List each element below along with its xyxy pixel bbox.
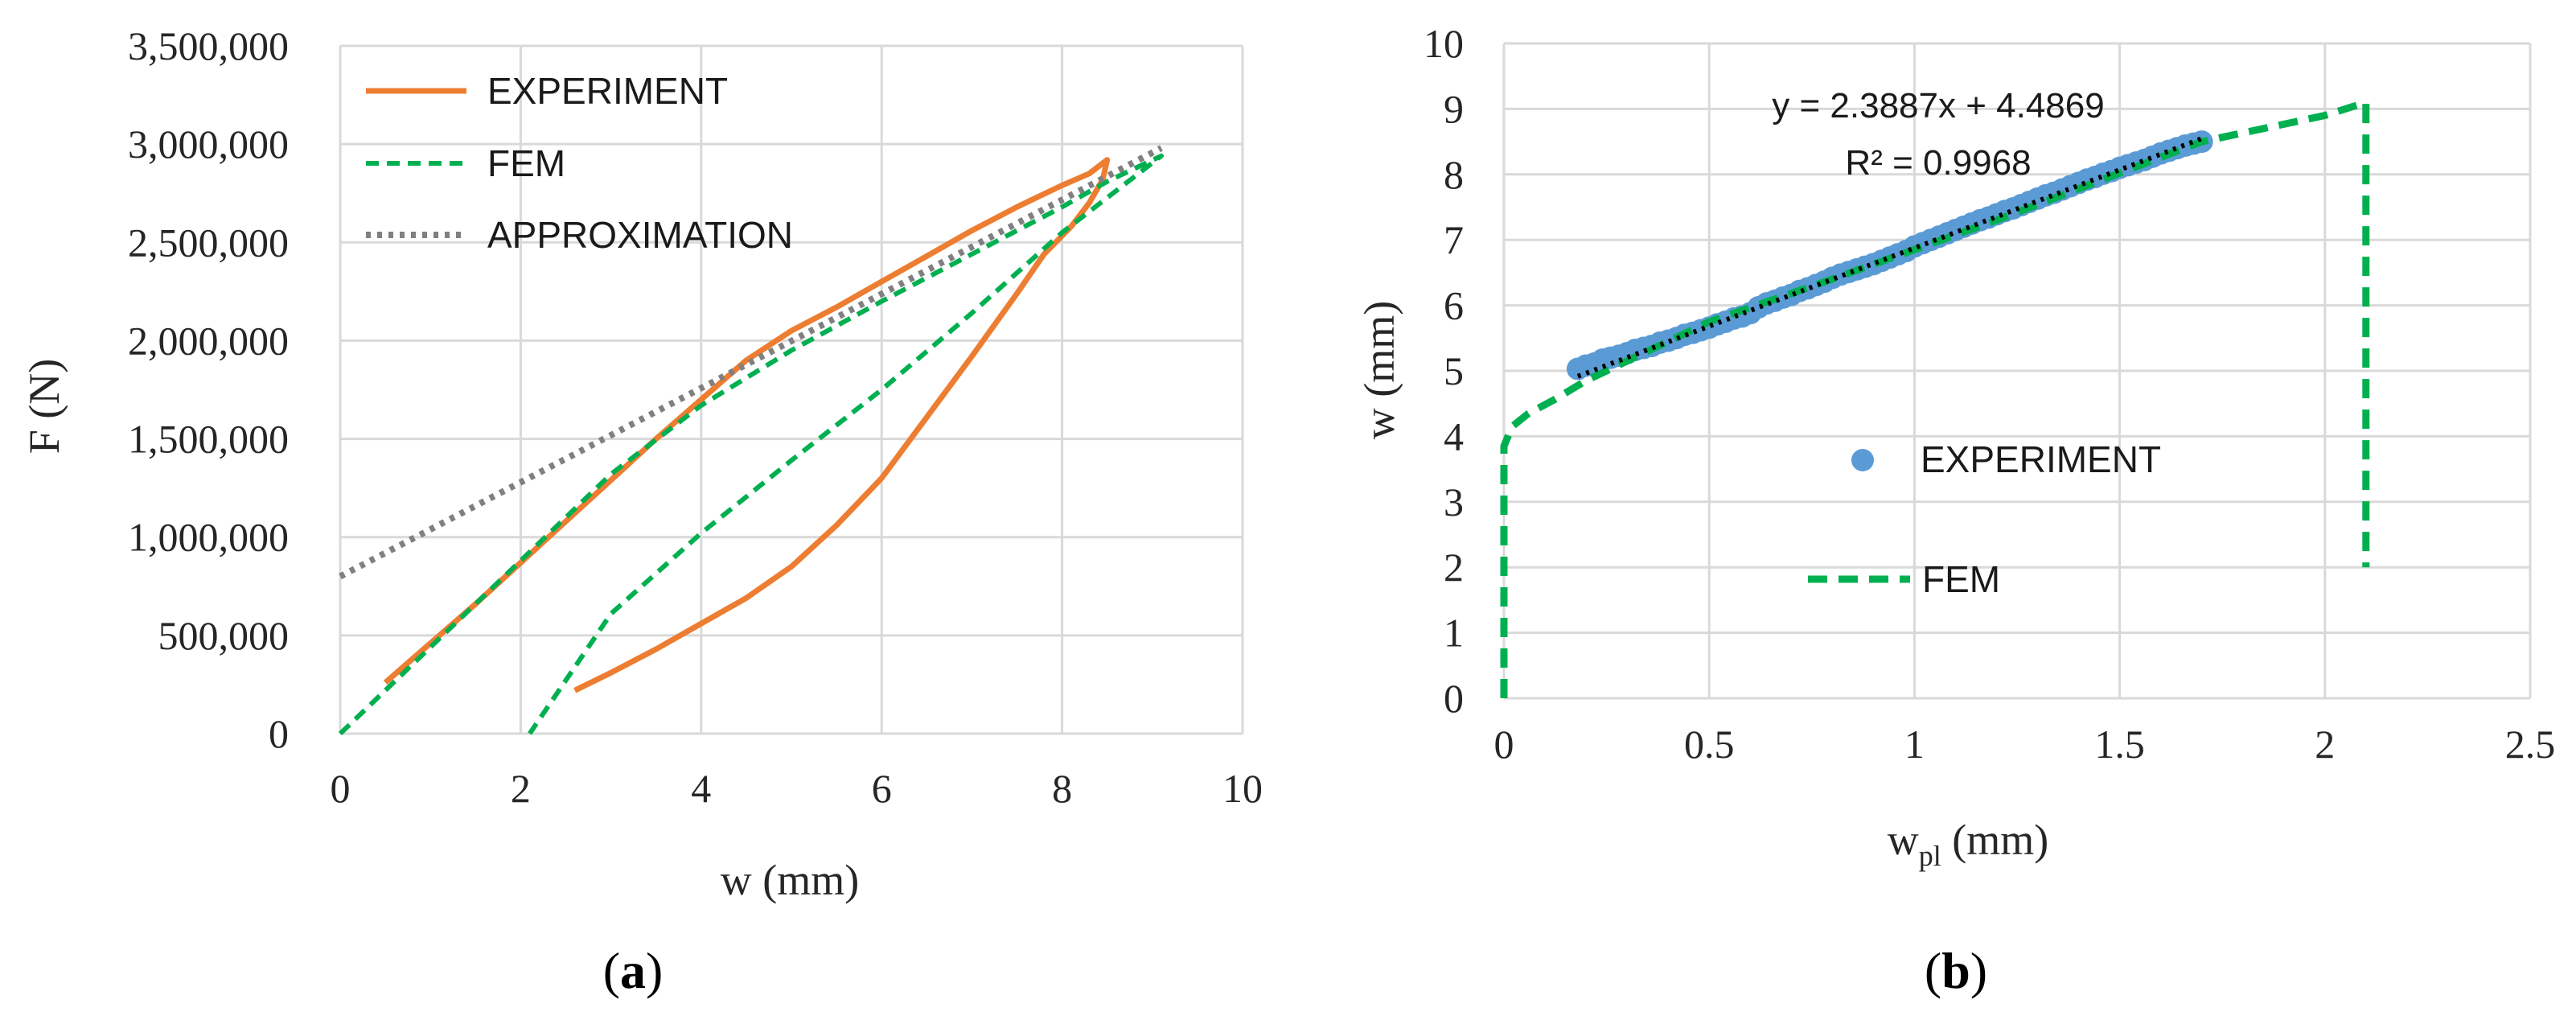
chart-b-y-tick-label: 7 — [1444, 217, 1464, 262]
chart-b-y-tick-label: 2 — [1444, 545, 1464, 590]
chart-b-grid — [1502, 42, 2532, 700]
chart-b-y-axis-label: w (mm) — [1355, 301, 1403, 439]
chart-a-x-tick-label: 6 — [872, 766, 892, 811]
chart-a-line-experiment — [383, 157, 1111, 693]
chart-b-x-tick-label: 0.5 — [1684, 722, 1735, 767]
chart-b: 0 1 2 3 4 5 6 7 8 9 10 0 0.5 1 1.5 2 2.5 y = 2.3887x + … — [1355, 21, 2555, 999]
chart-b-y-tick-label: 0 — [1444, 676, 1464, 721]
chart-b-x-tick-label: 2 — [2315, 722, 2335, 767]
chart-b-legend-label-experiment: EXPERIMENT — [1921, 438, 2161, 480]
chart-a-y-axis-label: F (N) — [20, 359, 68, 455]
chart-b-y-tick-label: 4 — [1444, 413, 1464, 459]
chart-b-trendline-equation: y = 2.3887x + 4.4869 — [1772, 86, 2104, 125]
chart-b-y-tick-label: 8 — [1444, 152, 1464, 197]
chart-b-series — [1500, 98, 2370, 698]
chart-a-x-tick-label: 8 — [1052, 766, 1072, 811]
chart-a-x-tick-label: 4 — [691, 766, 711, 811]
chart-a-legend: EXPERIMENT FEM APPROXIMATION — [366, 70, 793, 256]
chart-a-legend-label-experiment: EXPERIMENT — [487, 70, 728, 112]
chart-b-y-tick-label: 3 — [1444, 479, 1464, 524]
chart-a-x-tick-label: 2 — [511, 766, 531, 811]
chart-a-x-ticks: 0 2 4 6 8 10 — [331, 766, 1263, 811]
chart-b-y-tick-label: 6 — [1444, 283, 1464, 328]
chart-b-x-tick-label: 0 — [1494, 722, 1514, 767]
chart-a-line-fem — [338, 153, 1164, 736]
chart-a-x-tick-label: 10 — [1222, 766, 1263, 811]
chart-a-y-tick-label: 0 — [269, 711, 289, 756]
chart-b-legend-label-fem: FEM — [1922, 558, 2000, 600]
chart-b-legend: EXPERIMENT FEM — [1808, 438, 2161, 600]
chart-a-x-axis-label: w (mm) — [721, 856, 859, 904]
chart-a-y-tick-label: 3,000,000 — [128, 121, 289, 167]
chart-b-x-axis-label: wpl (mm) — [1888, 816, 2049, 872]
chart-a-y-ticks: 0 500,000 1,000,000 1,500,000 2,000,000 2,500… — [128, 23, 289, 756]
chart-b-trendline-r2: R² = 0.9968 — [1845, 143, 2031, 183]
chart-a-y-tick-label: 2,500,000 — [128, 220, 289, 265]
chart-b-y-tick-label: 9 — [1444, 86, 1464, 131]
chart-a-y-tick-label: 2,000,000 — [128, 318, 289, 363]
chart-b-y-tick-label: 10 — [1424, 21, 1464, 66]
chart-a-x-tick-label: 0 — [331, 766, 351, 811]
chart-a-y-tick-label: 1,000,000 — [128, 515, 289, 560]
chart-b-legend-swatch-experiment — [1851, 449, 1874, 471]
chart-a-grid — [339, 44, 1244, 735]
chart-b-x-tick-label: 2.5 — [2505, 722, 2556, 767]
chart-a-line-approximation — [339, 145, 1163, 580]
chart-a-legend-label-approximation: APPROXIMATION — [487, 214, 793, 256]
chart-a-series — [338, 145, 1164, 736]
chart-b-y-ticks: 0 1 2 3 4 5 6 7 8 9 10 — [1424, 21, 1464, 721]
chart-a-y-tick-label: 1,500,000 — [128, 417, 289, 462]
chart-a-y-tick-label: 500,000 — [158, 613, 290, 658]
chart-b-y-tick-label: 5 — [1444, 348, 1464, 393]
chart-b-caption: (b) — [1925, 942, 1987, 999]
chart-a-caption: (a) — [603, 942, 664, 999]
chart-b-line-fem — [1500, 98, 2370, 698]
chart-b-x-ticks: 0 0.5 1 1.5 2 2.5 — [1494, 722, 2556, 767]
chart-a-legend-label-fem: FEM — [487, 142, 565, 184]
chart-a-y-tick-label: 3,500,000 — [128, 23, 289, 68]
chart-b-x-tick-label: 1 — [1904, 722, 1925, 767]
chart-b-x-tick-label: 1.5 — [2094, 722, 2145, 767]
chart-a: 0 500,000 1,000,000 1,500,000 2,000,000 2,500… — [20, 23, 1263, 999]
chart-b-y-tick-label: 1 — [1444, 611, 1464, 656]
